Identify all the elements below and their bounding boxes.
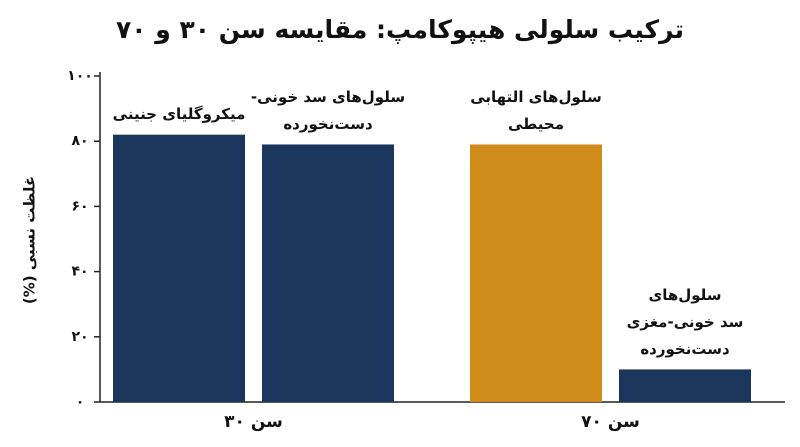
y-tick-label: ۶۰	[71, 198, 88, 214]
y-tick-label: ۴۰	[71, 264, 88, 280]
y-tick-label: ۲۰	[71, 329, 88, 345]
bar	[470, 144, 602, 402]
y-tick-label: ۸۰	[71, 133, 88, 149]
bar	[262, 144, 394, 402]
bar	[113, 134, 245, 402]
y-tick-label: ۰	[76, 394, 85, 410]
group-label: سن ۷۰	[581, 412, 640, 432]
y-axis-label: غلظت نسبی (%)	[21, 176, 39, 304]
group-label: سن ۳۰	[224, 412, 283, 432]
bar-label: دست‌نخورده	[283, 115, 373, 133]
bar-label: میکروگلیای جنینی	[113, 105, 246, 123]
bar-label: سلول‌های التهابی	[470, 88, 602, 106]
bar-label: سلول‌های	[648, 286, 721, 304]
bar-label: سد خونی-مغزی	[627, 313, 744, 331]
bar-label: محیطی	[508, 115, 564, 133]
y-tick-label: ۱۰۰	[67, 68, 93, 84]
bar-label: دست‌نخورده	[640, 340, 730, 358]
bar	[619, 369, 751, 402]
bar-label: سلول‌های سد خونی-	[251, 88, 405, 106]
chart-title: ترکیب سلولی هیپوکامپ: مقایسه سن ۳۰ و ۷۰	[116, 15, 684, 45]
